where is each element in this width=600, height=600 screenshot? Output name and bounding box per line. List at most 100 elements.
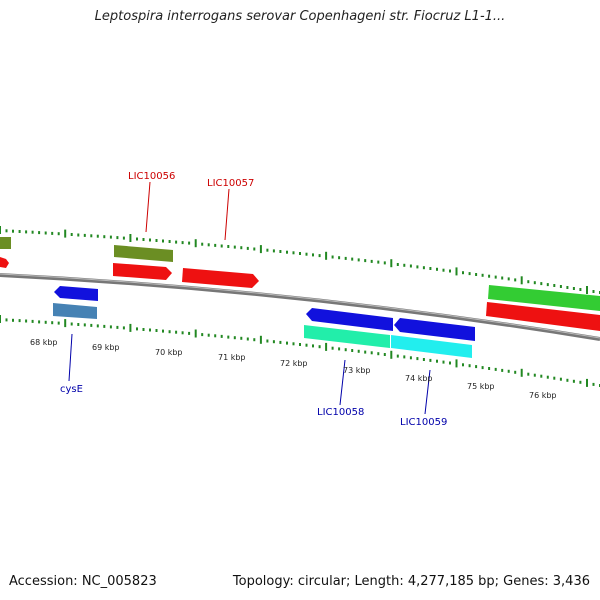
genome-backbone xyxy=(0,273,600,341)
minor-tick xyxy=(357,349,360,353)
minor-tick xyxy=(253,338,256,342)
minor-tick xyxy=(279,340,282,344)
minor-tick xyxy=(38,320,41,324)
minor-tick xyxy=(122,236,125,240)
minor-tick xyxy=(220,244,223,248)
minor-tick xyxy=(318,254,321,258)
minor-tick xyxy=(220,334,223,338)
minor-tick xyxy=(149,238,151,242)
minor-tick xyxy=(351,349,354,352)
minor-tick xyxy=(351,257,354,261)
minor-tick xyxy=(292,251,295,255)
minor-tick xyxy=(272,249,275,253)
cds-feature-red-right[interactable] xyxy=(486,302,600,331)
minor-tick xyxy=(96,234,99,238)
minor-tick xyxy=(475,273,478,276)
minor-tick xyxy=(5,318,8,322)
minor-tick xyxy=(422,358,425,361)
major-tick xyxy=(520,368,523,377)
minor-tick xyxy=(409,356,412,360)
minor-tick xyxy=(286,341,288,345)
minor-tick xyxy=(181,331,184,335)
cds-feature-lic10057[interactable] xyxy=(182,268,259,288)
minor-tick xyxy=(377,260,380,264)
gene-feature-lic10059[interactable] xyxy=(391,335,472,358)
minor-tick xyxy=(507,369,510,373)
minor-tick xyxy=(201,333,204,337)
cds-feature-lic10059[interactable] xyxy=(394,318,475,341)
minor-tick xyxy=(409,264,412,268)
gene-feature-cyse[interactable] xyxy=(53,303,97,319)
minor-tick xyxy=(299,343,301,346)
kbp-labels: 68 kbp 69 kbp 70 kbp 71 kbp 72 kbp 73 kb… xyxy=(30,338,557,400)
major-tick xyxy=(325,251,328,260)
kbp-label: 76 kbp xyxy=(529,391,557,400)
gene-label-lic10059[interactable]: LIC10059 xyxy=(400,417,447,428)
major-tick xyxy=(520,276,523,285)
minor-tick xyxy=(475,365,478,369)
minor-tick xyxy=(501,368,504,372)
gene-feature-lic10058[interactable] xyxy=(304,325,390,348)
minor-tick xyxy=(507,277,510,281)
minor-tick xyxy=(481,366,484,370)
minor-tick xyxy=(57,232,60,236)
gene-label-lic10056[interactable]: LIC10056 xyxy=(128,171,175,182)
minor-tick xyxy=(103,235,106,239)
cds-feature-lic10058[interactable] xyxy=(306,308,393,331)
gene-feature-green-right[interactable] xyxy=(488,285,600,311)
cds-feature-red-left[interactable] xyxy=(0,257,9,268)
cds-feature-lic10056[interactable] xyxy=(113,263,172,280)
gene-label-lic10057[interactable]: LIC10057 xyxy=(207,178,254,189)
minor-tick xyxy=(96,324,99,328)
minor-tick xyxy=(312,344,314,348)
major-tick xyxy=(325,342,328,351)
minor-tick xyxy=(77,323,80,326)
minor-tick xyxy=(25,319,28,323)
minor-tick xyxy=(546,375,549,379)
kbp-label: 71 kbp xyxy=(218,353,246,362)
minor-tick xyxy=(553,376,556,380)
minor-tick xyxy=(592,290,595,293)
minor-tick xyxy=(312,253,314,257)
genome-title: Leptospira interrogans serovar Copenhage… xyxy=(94,9,506,24)
reverse-features xyxy=(53,286,475,358)
minor-tick xyxy=(83,323,86,327)
gene-label-lic10058[interactable]: LIC10058 xyxy=(317,407,364,418)
minor-tick xyxy=(77,233,80,237)
minor-tick xyxy=(403,355,406,359)
major-tick xyxy=(586,378,588,387)
major-tick xyxy=(0,226,1,234)
minor-tick xyxy=(592,382,595,386)
minor-tick xyxy=(12,229,14,233)
minor-tick xyxy=(181,241,184,245)
minor-tick xyxy=(540,282,543,286)
gene-label-cyse[interactable]: cysE xyxy=(60,384,83,395)
minor-tick xyxy=(175,240,178,244)
gene-feature-lic10056[interactable] xyxy=(114,245,173,262)
minor-tick xyxy=(31,230,34,234)
kbp-label: 69 kbp xyxy=(92,343,120,352)
minor-tick xyxy=(44,320,47,324)
gene-feature-olive-left[interactable] xyxy=(0,237,11,249)
minor-tick xyxy=(201,242,204,246)
minor-tick xyxy=(116,325,119,329)
minor-tick xyxy=(233,336,236,340)
major-tick xyxy=(64,319,67,328)
minor-tick xyxy=(142,328,145,331)
gene-labels: LIC10056 LIC10057 cysE LIC10058 LIC10059 xyxy=(60,171,447,428)
minor-tick xyxy=(155,329,158,332)
minor-tick xyxy=(449,269,451,273)
cds-feature-cyse[interactable] xyxy=(54,286,98,301)
minor-tick xyxy=(429,267,432,270)
minor-tick xyxy=(364,259,367,263)
major-tick xyxy=(0,315,1,323)
minor-tick xyxy=(579,380,582,384)
minor-tick xyxy=(25,230,28,234)
minor-tick xyxy=(344,348,347,352)
major-tick xyxy=(390,259,393,268)
minor-tick xyxy=(188,331,191,335)
minor-tick xyxy=(462,271,464,275)
minor-tick xyxy=(559,285,562,288)
minor-tick xyxy=(18,319,21,323)
